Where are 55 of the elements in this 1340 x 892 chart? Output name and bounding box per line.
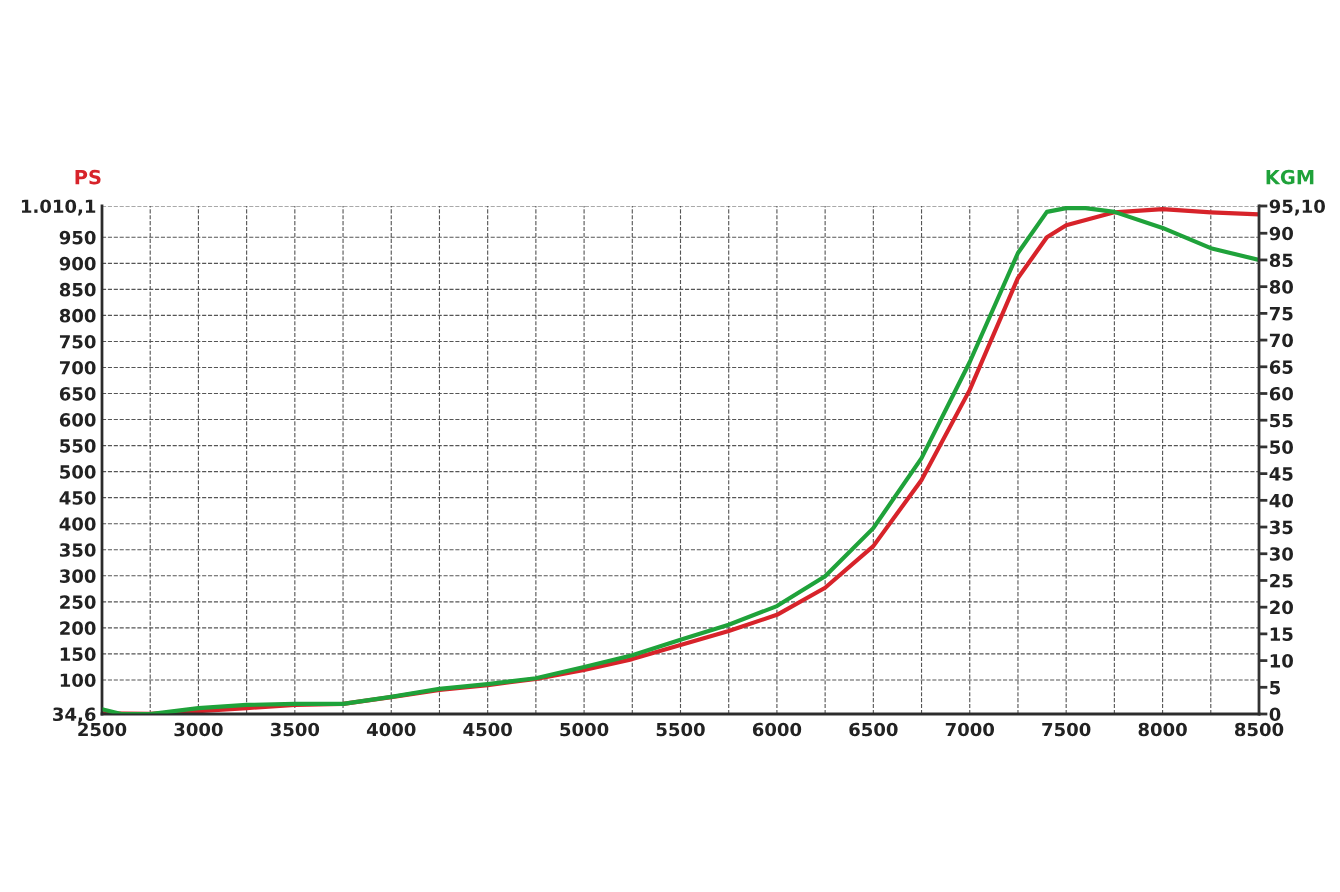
y2-tick-label: 30 xyxy=(1269,547,1293,561)
y-tick-label: 600 xyxy=(59,413,96,427)
y-tick-label: 400 xyxy=(59,517,96,531)
x-tick-label: 8500 xyxy=(1234,722,1284,737)
y2-tick-label: 65 xyxy=(1269,360,1293,374)
x-tick-label: 5500 xyxy=(656,722,705,737)
y2-tick-label: 75 xyxy=(1269,307,1293,321)
y2-tick-label: 50 xyxy=(1270,440,1293,455)
y2-tick-label: 45 xyxy=(1269,467,1293,481)
y2-tick-label: 80 xyxy=(1269,280,1293,294)
x-tick-label: 7500 xyxy=(1042,722,1091,737)
y2-tick-label: 95,10 xyxy=(1269,199,1325,216)
y-tick-label: 900 xyxy=(59,256,96,271)
y-tick-label: 550 xyxy=(60,439,96,453)
y-tick-label: 500 xyxy=(60,465,96,479)
y2-tick-label: 40 xyxy=(1269,493,1293,508)
y2-tick-label: 10 xyxy=(1270,654,1293,668)
y-tick-label: 850 xyxy=(59,282,96,297)
y-tick-label: 200 xyxy=(60,621,96,635)
y-tick-label: 100 xyxy=(60,673,96,688)
x-tick-label: 6500 xyxy=(849,722,898,737)
x-tick-label: 5000 xyxy=(560,722,609,737)
y2-tick-label: 20 xyxy=(1270,600,1293,615)
y-tick-label: 950 xyxy=(59,230,96,245)
y-tick-label: 34,6 xyxy=(53,707,96,724)
y-tick-label: 150 xyxy=(60,647,96,662)
y2-tick-label: 15 xyxy=(1270,627,1293,641)
y2-tick-label: 85 xyxy=(1269,253,1293,268)
x-tick-label: 3000 xyxy=(174,722,223,737)
y2-tick-label: 35 xyxy=(1269,520,1293,535)
y2-tick-label: 55 xyxy=(1270,413,1293,428)
y-tick-label: 800 xyxy=(59,308,96,323)
x-tick-label: 3500 xyxy=(270,722,320,737)
y-axis-title: PS xyxy=(75,169,101,185)
y2-tick-label: 25 xyxy=(1270,573,1293,588)
y2-axis-title: KGM xyxy=(1266,169,1314,185)
y2-tick-label: 70 xyxy=(1269,333,1293,348)
x-tick-label: 6000 xyxy=(752,722,802,737)
y-tick-label: 300 xyxy=(59,569,96,583)
x-tick-label: 2500 xyxy=(78,722,127,737)
y2-tick-label: 90 xyxy=(1269,226,1293,241)
y-tick-label: 450 xyxy=(59,491,96,505)
y-tick-label: 1.010,1 xyxy=(21,199,96,216)
y-tick-label: 750 xyxy=(59,334,96,349)
y-tick-label: 250 xyxy=(60,595,96,609)
y-tick-label: 350 xyxy=(59,543,96,557)
x-tick-label: 8000 xyxy=(1138,722,1187,737)
x-tick-label: 4500 xyxy=(463,722,512,737)
y-tick-label: 650 xyxy=(59,386,96,401)
y2-tick-label: 60 xyxy=(1269,386,1293,401)
y2-tick-label: 0 xyxy=(1269,707,1281,722)
y-tick-label: 700 xyxy=(59,360,96,375)
y2-tick-label: 5 xyxy=(1270,680,1281,695)
x-tick-label: 4000 xyxy=(366,722,416,737)
x-tick-label: 7000 xyxy=(945,722,995,737)
